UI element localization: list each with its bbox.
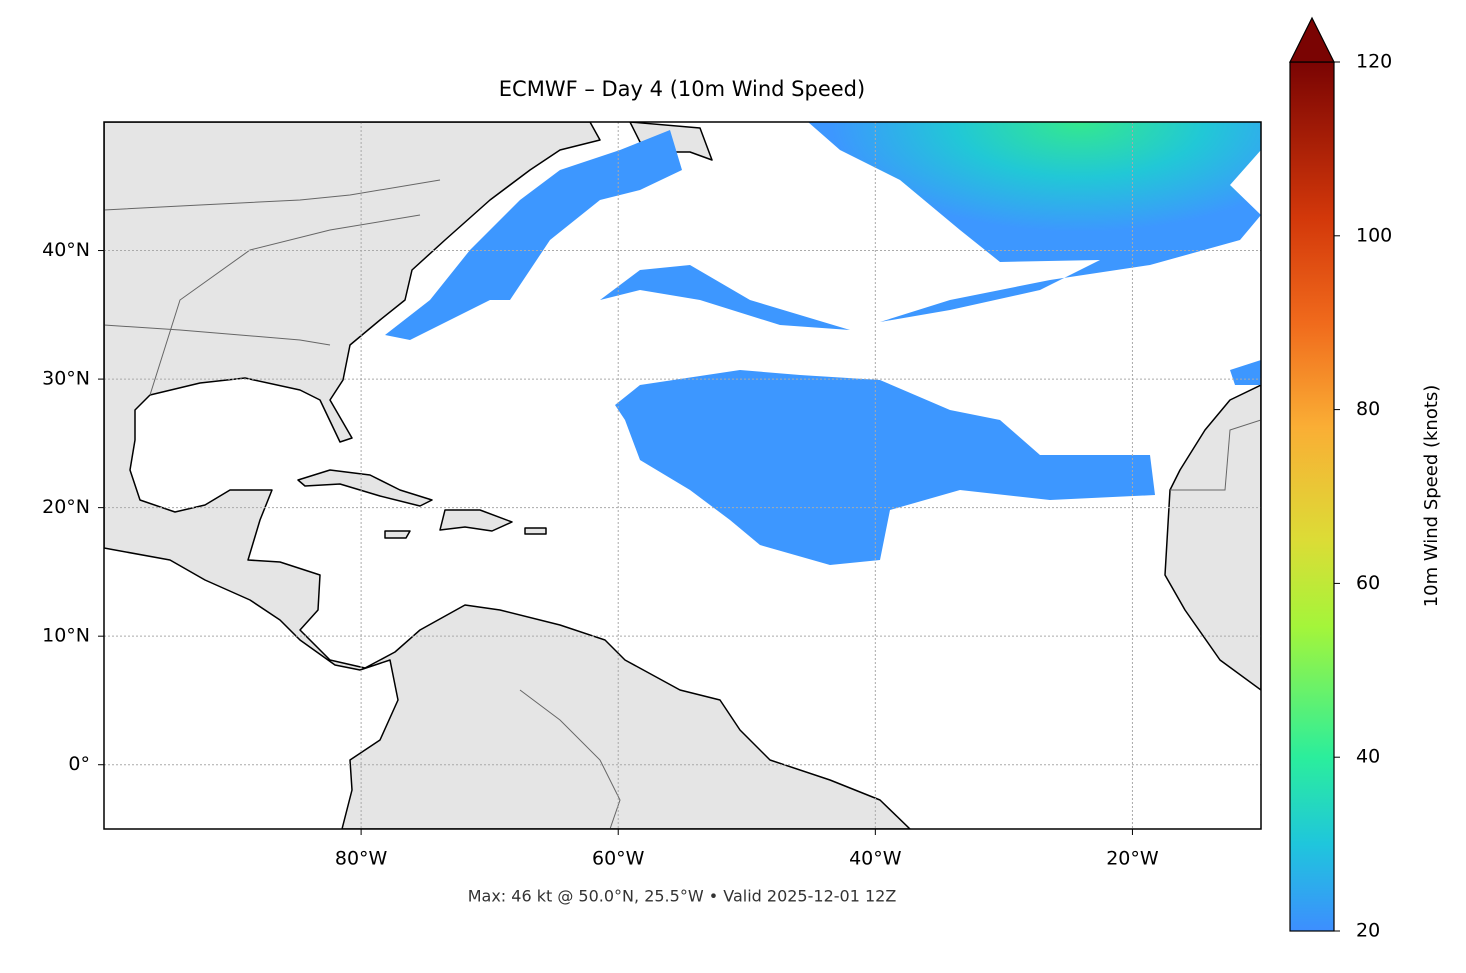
country-border xyxy=(519,689,621,829)
footnote: Max: 46 kt @ 50.0°N, 25.5°W • Valid 2025… xyxy=(468,887,897,906)
colorbar-tick-label: 20 xyxy=(1356,920,1380,942)
y-tick-label: 20°N xyxy=(42,496,90,518)
country-border xyxy=(104,324,331,346)
country-border xyxy=(1170,419,1261,491)
map-area xyxy=(104,122,1261,829)
wind-field xyxy=(615,370,1155,565)
y-tick-label: 10°N xyxy=(42,625,90,647)
americas xyxy=(104,122,911,829)
x-tick-label: 20°W xyxy=(1106,848,1159,870)
x-tick-label: 60°W xyxy=(592,848,645,870)
colorbar-tick-label: 40 xyxy=(1356,746,1380,768)
wind-field xyxy=(600,265,850,330)
colorbar xyxy=(1289,61,1335,932)
map-title: ECMWF – Day 4 (10m Wind Speed) xyxy=(499,77,865,101)
country-border xyxy=(104,179,441,211)
colorbar-label: 10m Wind Speed (knots) xyxy=(1421,385,1442,608)
colorbar-tick-label: 80 xyxy=(1356,398,1380,420)
puerto-rico xyxy=(524,527,547,535)
country-border xyxy=(149,214,421,396)
colorbar-extend xyxy=(1289,16,1335,63)
wind-field xyxy=(385,130,682,340)
colorbar-tick-label: 100 xyxy=(1356,224,1392,246)
graticule xyxy=(104,122,1261,829)
hispaniola xyxy=(439,509,513,532)
map-frame xyxy=(103,121,1262,830)
x-tick-label: 80°W xyxy=(335,848,388,870)
y-tick-label: 0° xyxy=(68,753,90,775)
cuba xyxy=(297,469,433,507)
wind-field xyxy=(808,122,1261,322)
y-tick-label: 40°N xyxy=(42,239,90,261)
jamaica xyxy=(384,530,411,539)
colorbar-tick-label: 120 xyxy=(1356,51,1392,73)
colorbar-tick-label: 60 xyxy=(1356,572,1380,594)
y-tick-label: 30°N xyxy=(42,368,90,390)
africa xyxy=(1164,384,1261,691)
x-tick-label: 40°W xyxy=(849,848,902,870)
